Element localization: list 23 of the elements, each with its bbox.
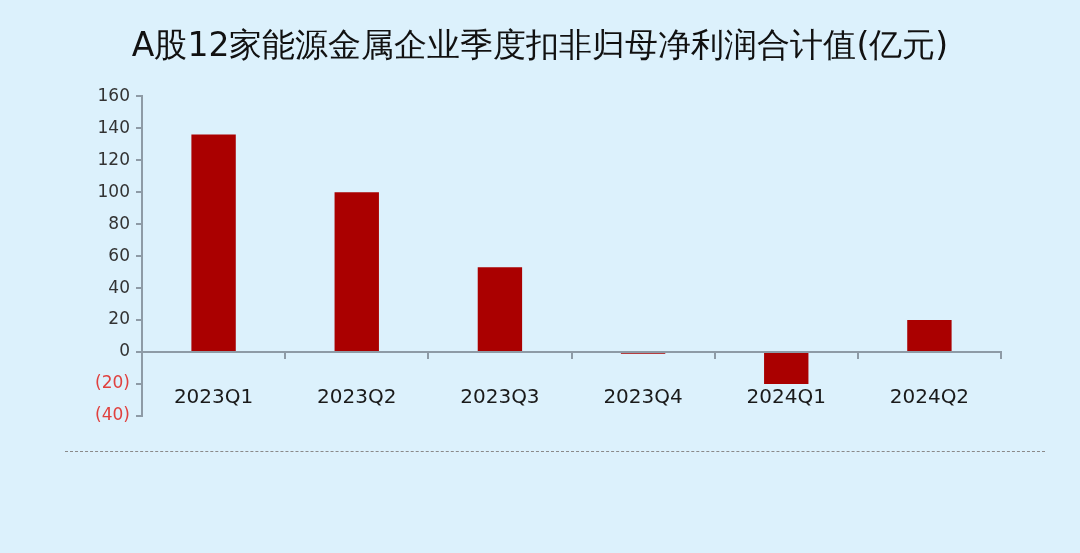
y-tick-label: 80 <box>108 212 130 233</box>
y-tick-label: 140 <box>97 116 130 137</box>
bar <box>477 267 523 352</box>
x-tick-label: 2023Q1 <box>173 384 254 409</box>
y-tick-label: 160 <box>97 84 130 105</box>
bar <box>907 320 952 352</box>
bar <box>191 134 236 352</box>
y-tick-label: 0 <box>119 340 130 361</box>
x-tick-label: 2024Q1 <box>746 384 826 409</box>
x-tick-label: 2023Q2 <box>317 384 397 409</box>
y-tick-label: 40 <box>108 276 130 297</box>
x-tick-label: 2023Q3 <box>460 384 540 409</box>
y-tick-label: (20) <box>95 372 130 393</box>
y-tick-label: 120 <box>97 148 130 169</box>
bar <box>764 353 809 385</box>
y-tick-label: 20 <box>108 308 130 329</box>
bar <box>334 192 379 352</box>
y-tick-label: (40) <box>95 404 130 425</box>
x-tick-label: 2023Q4 <box>603 384 683 409</box>
y-tick-label: 60 <box>108 244 130 265</box>
chart-title: A股12家能源金属企业季度扣非归母净利润合计值(亿元) <box>130 24 950 66</box>
x-tick-label: 2024Q2 <box>889 384 970 409</box>
y-tick-label: 100 <box>97 180 130 201</box>
